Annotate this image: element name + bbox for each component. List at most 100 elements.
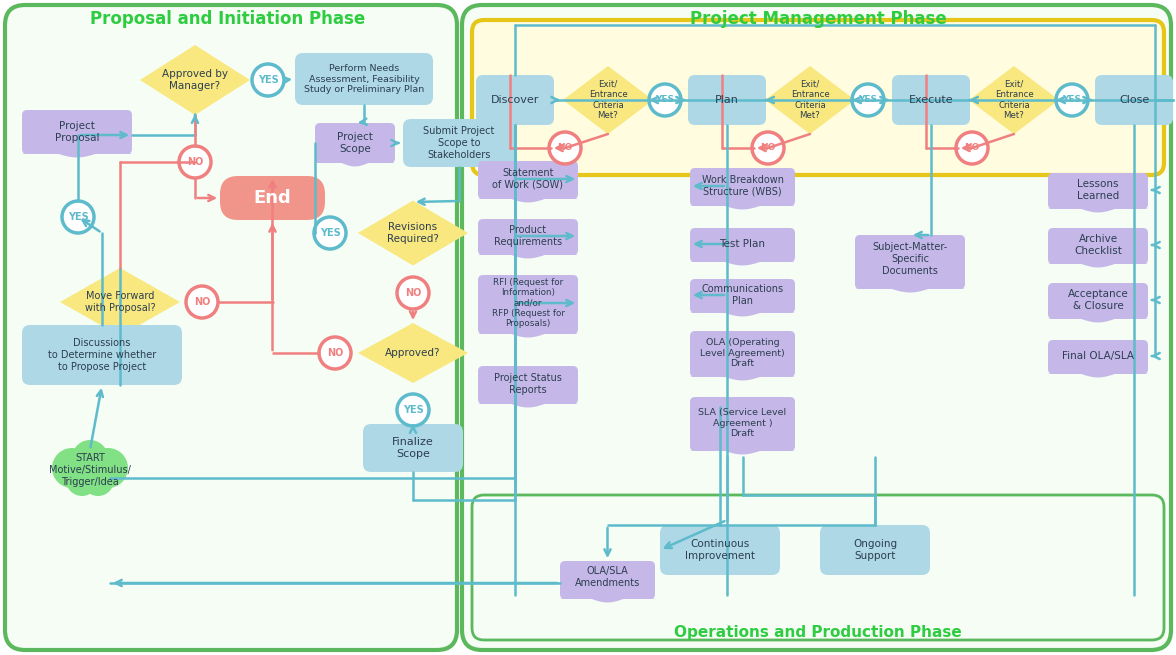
Text: Product
Requirements: Product Requirements (494, 225, 562, 247)
Text: Revisions
Required?: Revisions Required? (387, 222, 439, 244)
FancyBboxPatch shape (476, 75, 554, 125)
Circle shape (549, 132, 581, 164)
FancyBboxPatch shape (1048, 228, 1148, 264)
Circle shape (62, 201, 94, 233)
Text: Test Plan: Test Plan (720, 239, 766, 249)
Polygon shape (1048, 316, 1148, 322)
Text: SLA (Service Level
Agreement )
Draft: SLA (Service Level Agreement ) Draft (699, 408, 787, 438)
Text: Perform Needs
Assessment, Feasibility
Study or Preliminary Plan: Perform Needs Assessment, Feasibility St… (303, 64, 425, 94)
Polygon shape (140, 45, 250, 115)
Text: Work Breakdown
Structure (WBS): Work Breakdown Structure (WBS) (702, 175, 783, 196)
Text: NO: NO (964, 143, 980, 153)
Polygon shape (1048, 261, 1148, 267)
Polygon shape (358, 200, 468, 265)
FancyBboxPatch shape (660, 525, 780, 575)
Text: Plan: Plan (715, 95, 739, 105)
FancyBboxPatch shape (472, 495, 1164, 640)
FancyBboxPatch shape (690, 397, 795, 451)
Text: YES: YES (858, 96, 877, 105)
FancyBboxPatch shape (688, 75, 766, 125)
Polygon shape (60, 268, 180, 336)
Circle shape (179, 146, 211, 178)
Polygon shape (477, 331, 577, 337)
Polygon shape (1048, 206, 1148, 212)
Text: YES: YES (655, 96, 675, 105)
Polygon shape (690, 373, 795, 381)
Text: Ongoing
Support: Ongoing Support (853, 539, 897, 561)
Text: YES: YES (68, 212, 88, 222)
Text: Exit/
Entrance
Criteria
Met?: Exit/ Entrance Criteria Met? (790, 80, 829, 120)
Circle shape (314, 217, 346, 249)
Text: Subject-Matter-
Specific
Documents: Subject-Matter- Specific Documents (873, 242, 948, 276)
FancyBboxPatch shape (820, 525, 930, 575)
Polygon shape (477, 195, 577, 202)
Text: Final OLA/SLA: Final OLA/SLA (1062, 351, 1134, 361)
Text: NO: NO (557, 143, 573, 153)
Circle shape (52, 448, 92, 488)
Circle shape (72, 440, 108, 476)
Text: START
Motive/Stimulus/
Trigger/Idea: START Motive/Stimulus/ Trigger/Idea (49, 453, 131, 487)
Circle shape (956, 132, 988, 164)
Text: NO: NO (327, 348, 343, 358)
Text: NO: NO (761, 143, 776, 153)
Circle shape (397, 394, 429, 426)
Text: Statement
of Work (SOW): Statement of Work (SOW) (493, 168, 563, 190)
Text: OLA (Operating
Level Agreement)
Draft: OLA (Operating Level Agreement) Draft (700, 338, 784, 368)
Text: Project
Scope: Project Scope (338, 132, 373, 154)
Circle shape (252, 64, 283, 96)
Circle shape (649, 84, 681, 116)
FancyBboxPatch shape (690, 168, 795, 206)
Text: YES: YES (402, 405, 423, 415)
Text: YES: YES (320, 228, 340, 238)
Text: Project
Proposal: Project Proposal (55, 121, 99, 143)
Circle shape (82, 464, 114, 496)
Text: RFI (Request for
Information)
and/or
RFP (Request for
Proposals): RFI (Request for Information) and/or RFP… (492, 278, 564, 328)
FancyBboxPatch shape (220, 176, 325, 220)
Text: Project Management Phase: Project Management Phase (689, 10, 947, 28)
Text: Exit/
Entrance
Criteria
Met?: Exit/ Entrance Criteria Met? (995, 80, 1034, 120)
Text: Approved?: Approved? (386, 348, 441, 358)
FancyBboxPatch shape (5, 5, 457, 650)
FancyBboxPatch shape (893, 75, 970, 125)
FancyBboxPatch shape (462, 5, 1171, 650)
FancyBboxPatch shape (472, 20, 1164, 175)
Text: Project Status
Reports: Project Status Reports (494, 373, 562, 395)
Circle shape (751, 132, 784, 164)
Polygon shape (563, 66, 653, 134)
FancyBboxPatch shape (477, 366, 577, 404)
Text: Communications
Plan: Communications Plan (701, 284, 783, 306)
Text: Submit Project
Scope to
Stakeholders: Submit Project Scope to Stakeholders (423, 126, 495, 160)
Text: End: End (254, 189, 292, 207)
Polygon shape (690, 202, 795, 210)
Text: Acceptance
& Closure: Acceptance & Closure (1068, 290, 1129, 311)
FancyBboxPatch shape (363, 424, 463, 472)
Text: YES: YES (258, 75, 279, 85)
Text: Finalize
Scope: Finalize Scope (392, 437, 434, 458)
Text: Proposal and Initiation Phase: Proposal and Initiation Phase (91, 10, 366, 28)
Polygon shape (560, 595, 655, 603)
FancyBboxPatch shape (295, 53, 433, 105)
Text: Execute: Execute (909, 95, 954, 105)
FancyBboxPatch shape (403, 119, 515, 167)
Text: Exit/
Entrance
Criteria
Met?: Exit/ Entrance Criteria Met? (589, 80, 627, 120)
Text: Move Forward
with Proposal?: Move Forward with Proposal? (85, 291, 155, 313)
Polygon shape (22, 151, 132, 157)
FancyBboxPatch shape (22, 325, 182, 385)
Polygon shape (358, 323, 468, 383)
Text: Discussions
to Determine whether
to Propose Project: Discussions to Determine whether to Prop… (48, 339, 156, 371)
FancyBboxPatch shape (1048, 173, 1148, 209)
Text: OLA/SLA
Amendments: OLA/SLA Amendments (575, 566, 640, 588)
Polygon shape (690, 259, 795, 265)
Text: Discover: Discover (490, 95, 539, 105)
Polygon shape (855, 286, 965, 292)
Polygon shape (315, 160, 395, 166)
FancyBboxPatch shape (560, 561, 655, 599)
Circle shape (66, 464, 98, 496)
Polygon shape (477, 400, 577, 407)
FancyBboxPatch shape (1048, 283, 1148, 319)
Polygon shape (690, 310, 795, 316)
Text: Lessons
Learned: Lessons Learned (1077, 179, 1120, 201)
FancyBboxPatch shape (1048, 340, 1148, 374)
Polygon shape (766, 66, 855, 134)
Circle shape (397, 277, 429, 309)
